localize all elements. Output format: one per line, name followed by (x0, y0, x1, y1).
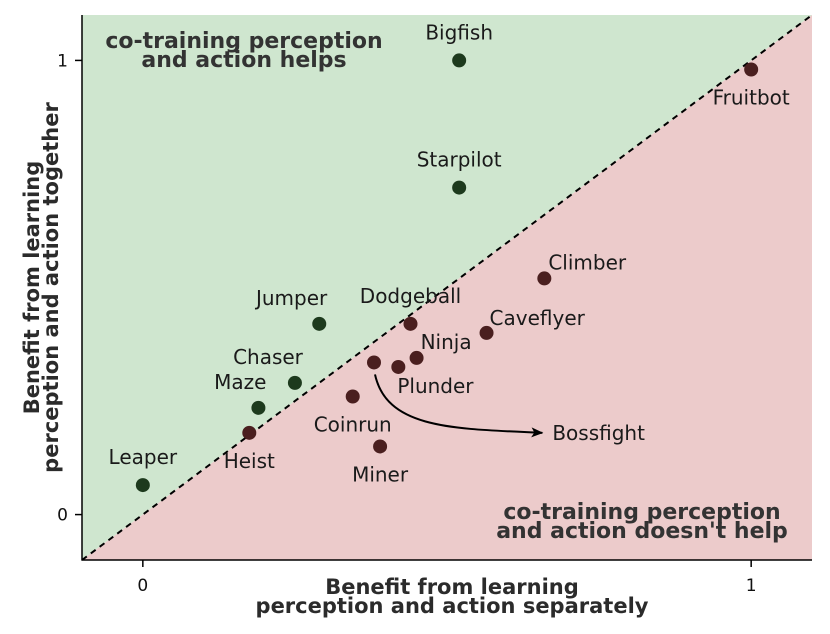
point-label: Dodgeball (360, 284, 461, 308)
data-point (373, 439, 388, 454)
data-point (409, 350, 424, 365)
data-point (537, 271, 552, 286)
point-label: Bigfish (425, 20, 493, 44)
data-point (452, 53, 467, 68)
annotation-label: Bossfight (552, 421, 645, 445)
data-point (251, 400, 266, 415)
point-label: Starpilot (417, 148, 502, 172)
region-above-label: co-training perception (105, 29, 382, 54)
point-label: Jumper (254, 286, 328, 310)
y-axis-title: Benefit from learning (20, 161, 44, 415)
annotations: Bossfight (374, 374, 645, 445)
x-axis-title: perception and action separately (256, 594, 649, 618)
x-axis-title: Benefit from learning (325, 575, 579, 599)
point-labels: Bigfish Fruitbot Starpilot Climber Jumper Dod… (109, 20, 790, 486)
diagonal-line-group (81, 14, 813, 561)
y-axis-title: perception and action together (39, 102, 63, 473)
point-label: Miner (352, 462, 409, 486)
point-label: Maze (214, 370, 266, 394)
x-tick-label: 0 (137, 576, 148, 596)
point-label: Heist (224, 449, 275, 473)
point-label: Ninja (421, 330, 472, 354)
data-point (479, 325, 494, 340)
data-points (135, 53, 759, 493)
data-point (403, 316, 418, 331)
point-label: Plunder (397, 374, 474, 398)
annotation-arrow (374, 374, 544, 438)
data-point (135, 478, 150, 493)
region-above-label: and action helps (141, 48, 346, 73)
axes: 0 1 0 1 (57, 15, 812, 596)
data-point (345, 389, 360, 404)
data-point (367, 355, 381, 370)
point-label: Coinrun (314, 413, 392, 437)
point-label: Chaser (233, 345, 304, 369)
y-tick-label: 1 (57, 51, 68, 71)
point-label: Fruitbot (713, 86, 790, 110)
y-tick-label: 0 (57, 506, 68, 526)
point-label: Leaper (109, 445, 178, 469)
x-tick-label: 1 (746, 576, 757, 596)
diagonal-line (81, 14, 813, 561)
data-point (242, 425, 257, 440)
data-point (452, 180, 467, 195)
point-label: Caveflyer (490, 306, 586, 330)
data-point (744, 62, 759, 77)
point-label: Climber (548, 250, 627, 274)
data-point (287, 375, 302, 390)
region-below-label: co-training perception (503, 500, 780, 525)
data-point (312, 316, 327, 331)
region-below-label: and action doesn't help (496, 519, 788, 544)
data-point (391, 359, 406, 374)
